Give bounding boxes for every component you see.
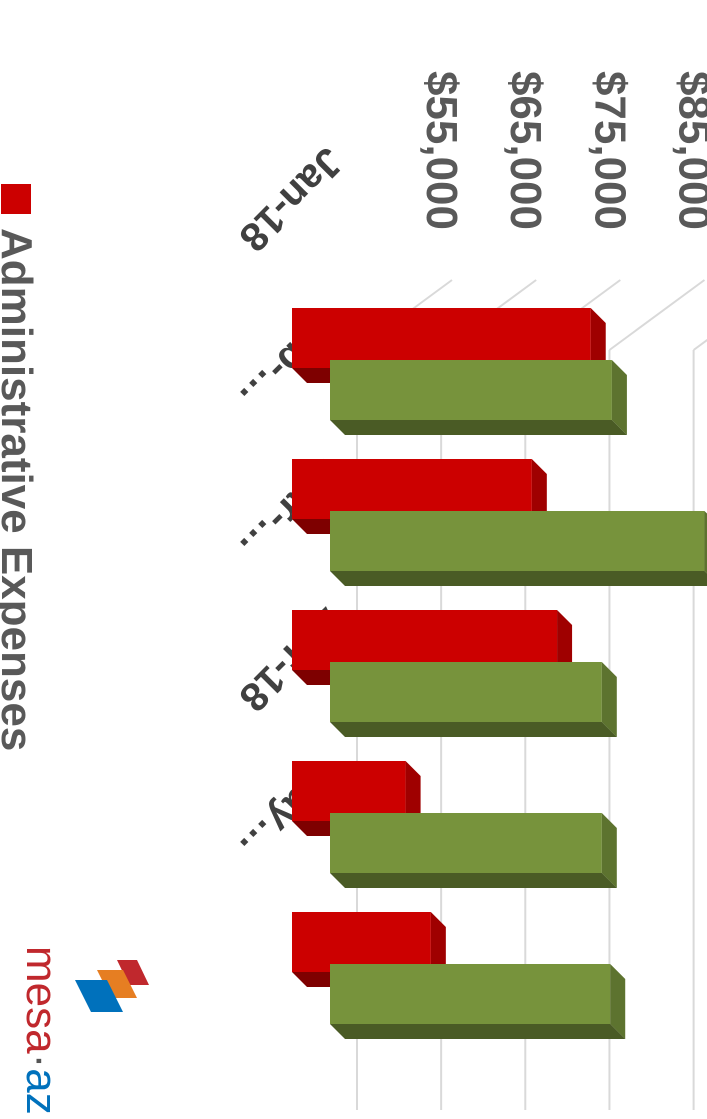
legend-label-administrative-expenses: Administrative Expenses bbox=[0, 228, 41, 751]
bar-top bbox=[601, 813, 617, 888]
bar-front bbox=[329, 813, 602, 873]
bar-front bbox=[330, 360, 612, 420]
bar-front bbox=[292, 912, 431, 972]
bar-front bbox=[292, 459, 532, 519]
bar-top bbox=[601, 662, 617, 737]
mesa-az-logo: mesa·az bbox=[17, 946, 149, 1115]
bar-side bbox=[330, 571, 707, 586]
bar-side bbox=[330, 873, 617, 888]
logo-text: mesa·az bbox=[17, 946, 66, 1115]
bar-front bbox=[330, 511, 705, 571]
bar bbox=[329, 964, 626, 1039]
logo-stripe-orange bbox=[97, 970, 137, 998]
logo-stripe-red bbox=[117, 960, 149, 985]
gridline-side bbox=[693, 279, 707, 351]
bar bbox=[329, 813, 617, 888]
logo-text-main: mesa bbox=[17, 946, 66, 1054]
bar-side bbox=[330, 1024, 626, 1039]
legend: Administrative Expenses bbox=[0, 184, 41, 751]
bar bbox=[330, 360, 627, 435]
bar bbox=[329, 662, 617, 737]
bar-front bbox=[292, 761, 406, 821]
bar-top bbox=[611, 360, 627, 435]
y-tick-label: $65,000 bbox=[501, 71, 550, 230]
bar-front bbox=[329, 964, 611, 1024]
bar-side bbox=[330, 420, 627, 435]
gridline-side bbox=[608, 279, 706, 351]
x-tick-label: Jan-18 bbox=[231, 139, 352, 260]
logo-text-dot: · bbox=[17, 1054, 66, 1069]
bar-top bbox=[610, 964, 626, 1039]
bar-front bbox=[329, 662, 602, 722]
y-tick-label: $85,000 bbox=[669, 71, 707, 230]
plot-area: $55,000$65,000$75,000$85,000$95,000Jan-1… bbox=[231, 71, 707, 1110]
y-tick-label: $55,000 bbox=[417, 71, 466, 230]
bar-front bbox=[291, 610, 558, 670]
bar bbox=[330, 511, 707, 586]
logo-stripe-blue bbox=[75, 980, 123, 1012]
bar-front bbox=[291, 308, 591, 368]
bar-side bbox=[330, 722, 617, 737]
legend-swatch-administrative-expenses bbox=[1, 184, 31, 214]
logo-text-suffix: az bbox=[17, 1068, 66, 1114]
y-tick-label: $75,000 bbox=[585, 71, 634, 230]
